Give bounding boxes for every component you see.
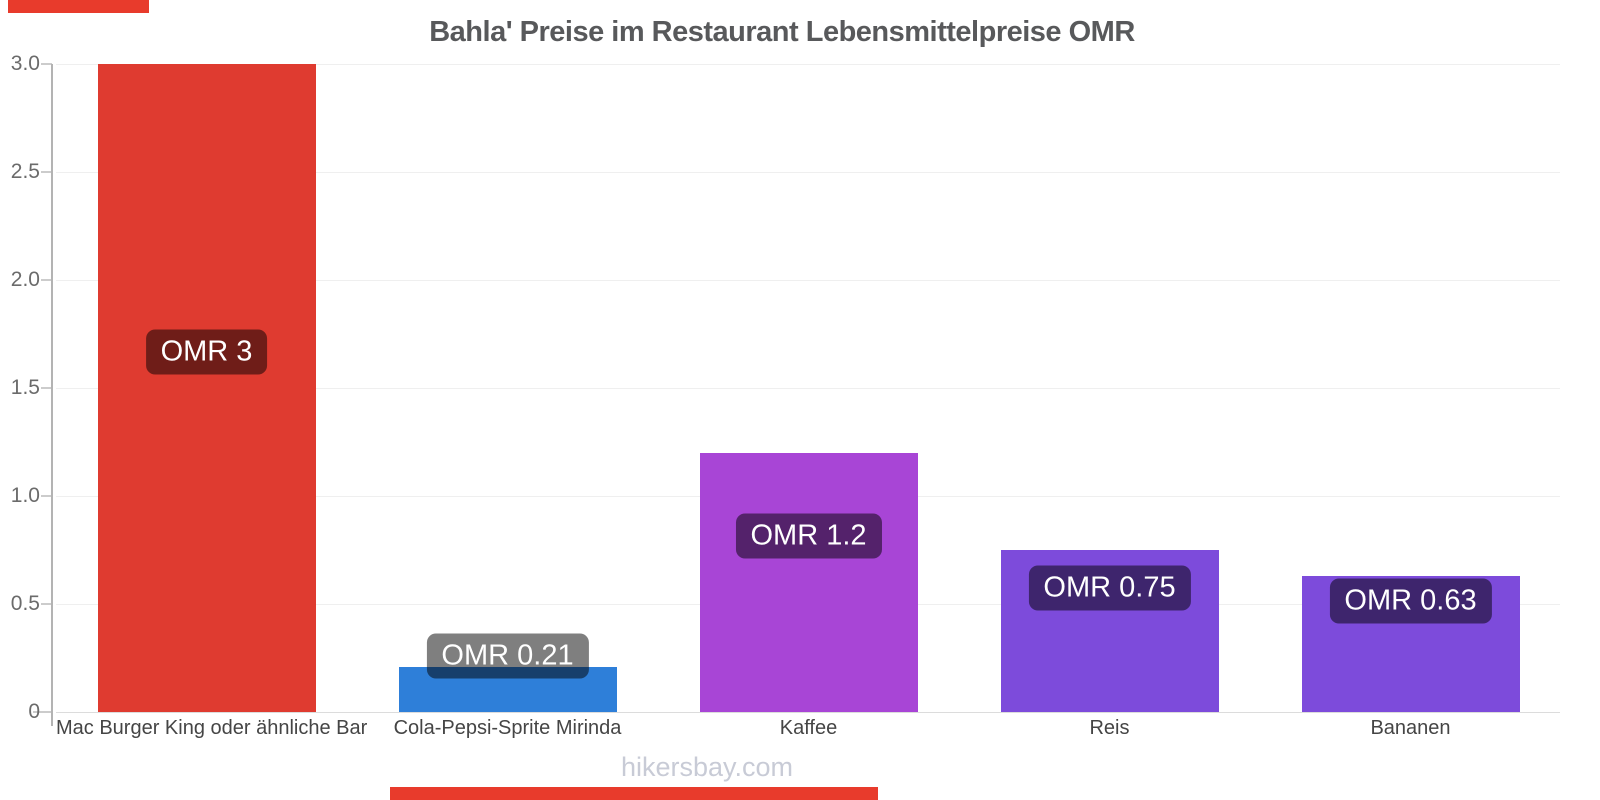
- x-axis-label: Reis: [1089, 717, 1130, 739]
- value-label: OMR 3: [145, 329, 268, 375]
- bar-3[interactable]: [699, 452, 918, 712]
- y-axis-label: 3.0: [10, 52, 40, 75]
- y-axis-label: 1.5: [10, 376, 40, 399]
- y-axis-label: 2.0: [10, 268, 40, 291]
- x-axis-label: Kaffee: [779, 717, 838, 739]
- top-red-strip: [8, 0, 149, 13]
- gridline: [56, 171, 1560, 173]
- value-label: OMR 0.63: [1329, 578, 1492, 624]
- y-axis-tick: [41, 279, 52, 281]
- y-axis-tick: [41, 63, 52, 65]
- y-axis-label: 0.5: [10, 592, 40, 615]
- y-axis-tick: [41, 387, 52, 389]
- gridline: [56, 387, 1560, 389]
- gridline: [56, 711, 1560, 713]
- x-axis-label: Bananen: [1370, 717, 1451, 739]
- y-axis-label: 0: [28, 700, 40, 723]
- y-axis-line: [51, 64, 53, 726]
- x-axis-label: Cola-Pepsi-Sprite Mirinda: [393, 717, 622, 739]
- gridline: [56, 279, 1560, 281]
- chart-title: Bahla' Preise im Restaurant Lebensmittel…: [429, 16, 1135, 48]
- x-axis-label: Mac Burger King oder ähnliche Bar: [56, 717, 368, 739]
- y-axis-tick: [41, 603, 52, 605]
- bar-1[interactable]: [97, 64, 316, 712]
- y-axis-label: 1.0: [10, 484, 40, 507]
- gridline: [56, 63, 1560, 65]
- bottom-red-strip: [390, 787, 878, 800]
- value-label: OMR 0.75: [1028, 565, 1191, 611]
- watermark-hikersbay: hikersbay.com: [620, 752, 794, 782]
- value-label: OMR 1.2: [735, 513, 882, 559]
- y-axis-tick: [41, 495, 52, 497]
- y-axis-tick: [41, 171, 52, 173]
- y-axis-label: 2.5: [10, 160, 40, 183]
- value-label: OMR 0.21: [426, 633, 589, 679]
- y-axis-tick: [33, 711, 51, 713]
